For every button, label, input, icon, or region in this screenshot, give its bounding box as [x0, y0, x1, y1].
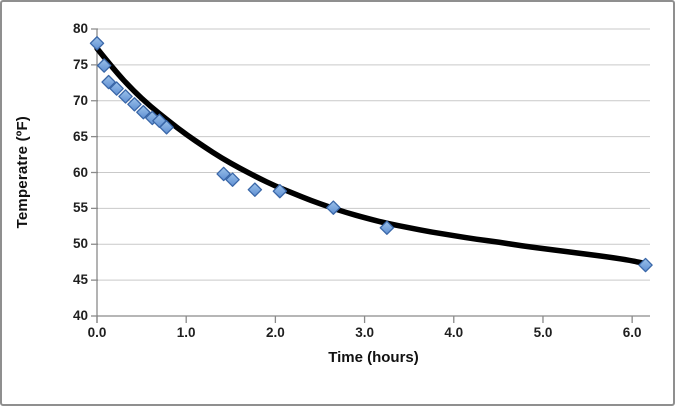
- data-point-marker: [118, 89, 133, 104]
- y-tick-label: 60: [72, 164, 88, 180]
- data-point-marker: [89, 36, 105, 51]
- data-point-marker: [127, 97, 142, 112]
- data-point-marker: [109, 81, 124, 96]
- y-tick-label: 80: [72, 21, 88, 36]
- y-tick-label: 75: [72, 56, 88, 72]
- y-tick-label: 55: [72, 200, 88, 216]
- x-tick-label: 4.0: [444, 325, 464, 340]
- data-point-marker: [216, 166, 231, 182]
- y-tick-label: 70: [72, 92, 88, 108]
- data-point-marker: [159, 120, 174, 135]
- x-tick-label: 2.0: [265, 325, 285, 340]
- trend-line: [94, 45, 649, 267]
- y-axis-title: Temperatre (ºF): [13, 116, 31, 229]
- data-point-marker: [272, 183, 288, 199]
- y-tick-label: 65: [72, 128, 88, 144]
- y-axis-title-wrap: Temperatre (ºF): [10, 29, 34, 316]
- data-point-marker: [247, 182, 263, 197]
- x-tick-label: 0.0: [87, 325, 107, 340]
- x-tick-label: 6.0: [622, 325, 642, 340]
- data-point-marker: [326, 200, 341, 215]
- y-tick-label: 45: [72, 272, 88, 288]
- data-point-marker: [225, 172, 240, 187]
- data-point-marker: [101, 74, 116, 90]
- data-point-marker: [145, 110, 160, 126]
- x-tick-label: 5.0: [533, 325, 553, 340]
- data-point-marker: [136, 104, 151, 120]
- data-point-marker: [96, 58, 112, 73]
- x-tick-label: 3.0: [355, 325, 374, 340]
- y-tick-label: 40: [72, 308, 88, 323]
- x-tick-label: 1.0: [176, 325, 196, 340]
- data-point-marker: [379, 220, 395, 235]
- x-axis-title: Time (hours): [328, 349, 419, 366]
- y-tick-label: 50: [72, 236, 88, 252]
- data-point-marker: [638, 257, 653, 273]
